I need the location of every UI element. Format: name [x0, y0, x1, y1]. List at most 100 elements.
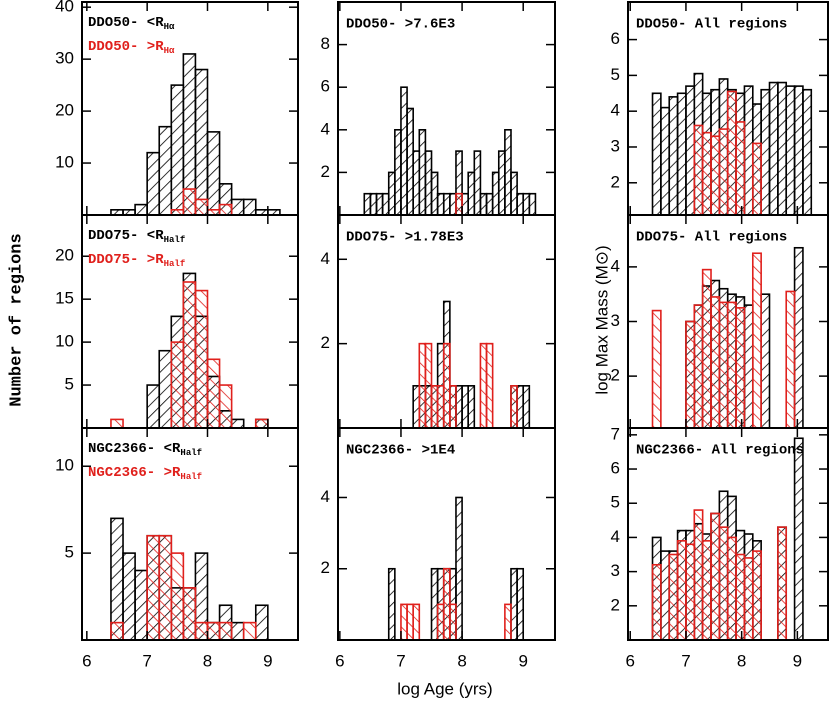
- histogram-bar: [424, 342, 433, 429]
- histogram-bar: [777, 81, 788, 216]
- y-tick-label: 3: [611, 311, 620, 330]
- series-name: DDO50- <R: [88, 15, 164, 31]
- panel-frame: [627, 427, 829, 641]
- y-tick-label: 2: [611, 366, 620, 385]
- y-tick-label: 10: [55, 456, 74, 475]
- histogram-bar: [651, 563, 662, 641]
- histogram-bar: [726, 301, 737, 429]
- y-tick-label: 5: [65, 375, 74, 394]
- histogram-bar: [412, 385, 421, 429]
- histogram-bar: [726, 90, 737, 216]
- histogram-bar: [182, 587, 197, 641]
- y-tick-label: 3: [611, 136, 620, 155]
- y-tick-label: 5: [611, 65, 620, 84]
- histogram-bar: [254, 418, 269, 429]
- y-tick-label: 4: [321, 119, 330, 138]
- histogram-bar: [206, 621, 221, 641]
- y-tick-label: 2: [611, 595, 620, 614]
- histogram-bar: [743, 85, 754, 216]
- histogram-bar: [760, 293, 771, 429]
- panel-title: NGC2366- All regions: [636, 443, 804, 459]
- series-label: DDO50- <RHα: [88, 15, 175, 33]
- series-name: DDO50- >R: [88, 39, 164, 55]
- histogram-bar: [516, 567, 525, 641]
- series-name-sub: Half: [164, 259, 186, 269]
- histogram-bar: [381, 192, 390, 216]
- series-name-sub: Hα: [164, 46, 175, 56]
- histogram-bar: [735, 553, 746, 641]
- histogram-bar: [170, 84, 185, 216]
- histogram-bar: [522, 385, 531, 429]
- histogram-bar: [430, 385, 439, 429]
- panel-title: DDO50- All regions: [636, 17, 787, 33]
- histogram-bar: [110, 517, 124, 641]
- histogram-bar: [485, 192, 494, 216]
- histogram-bar: [455, 496, 463, 641]
- histogram-bar: [510, 171, 518, 216]
- histogram-bar: [676, 540, 687, 641]
- panel-frame: [81, 427, 299, 641]
- histogram-bar: [206, 131, 221, 216]
- histogram-bar: [218, 621, 233, 641]
- series-name: NGC2366- >R: [88, 465, 181, 481]
- histogram-bar: [668, 553, 679, 641]
- histogram-bar: [718, 301, 729, 429]
- histogram-bar: [146, 384, 161, 429]
- histogram-bar: [693, 509, 704, 641]
- histogram-bar: [497, 150, 506, 216]
- histogram-bar: [449, 192, 457, 216]
- histogram-bar: [718, 526, 729, 641]
- histogram-bar: [182, 188, 197, 216]
- histogram-bar: [504, 603, 512, 641]
- histogram-bar: [375, 192, 384, 216]
- histogram-bar: [710, 296, 721, 429]
- y-tick-label: 5: [611, 493, 620, 512]
- y-tick-label: 2: [321, 558, 330, 577]
- histogram-bar: [182, 281, 197, 429]
- y-tick-label: 4: [611, 256, 620, 275]
- series-name-sub: Half: [180, 448, 202, 458]
- histogram-bar: [651, 92, 662, 216]
- histogram-bar: [400, 86, 408, 216]
- histogram-bar: [170, 341, 185, 429]
- histogram-bar: [751, 142, 762, 216]
- histogram-bar: [218, 203, 233, 216]
- x-tick-label: 6: [82, 651, 91, 670]
- series-name-sub: Hα: [164, 22, 175, 32]
- y-tick-label: 7: [611, 424, 620, 443]
- histogram-bar: [467, 385, 476, 429]
- histogram-bar: [430, 567, 439, 641]
- series-name: DDO75- >R: [88, 252, 164, 268]
- histogram-bar: [134, 203, 148, 216]
- series-label: NGC2366- <RHalf: [88, 441, 202, 459]
- histogram-bar: [718, 128, 729, 216]
- histogram-bar: [685, 85, 696, 216]
- panel-title: DDO75- All regions: [636, 230, 787, 246]
- histogram-bar: [710, 512, 721, 641]
- x-tick-label: 8: [203, 651, 212, 670]
- histogram-bar: [676, 92, 687, 216]
- histogram-bar: [701, 131, 712, 216]
- y-tick-label: 6: [611, 29, 620, 48]
- histogram-bar: [436, 603, 445, 641]
- histogram-bar: [122, 552, 136, 641]
- x-tick-label: 8: [457, 651, 466, 670]
- histogram-bar: [473, 150, 482, 216]
- histogram-bar: [412, 603, 421, 641]
- y-tick-label: 10: [55, 332, 74, 351]
- histogram-bar: [793, 437, 804, 641]
- series-name: DDO75- <R: [88, 228, 164, 244]
- histogram-bar: [406, 603, 414, 641]
- x-tick-label: 6: [335, 651, 344, 670]
- panel-frame: [337, 427, 556, 641]
- histogram-bar: [158, 534, 173, 641]
- y-axis-label: log Max Mass (M⊙): [592, 245, 611, 394]
- y-tick-label: 6: [611, 459, 620, 478]
- histogram-bar: [510, 567, 518, 641]
- histogram-bar: [412, 150, 421, 216]
- x-tick-label: 7: [396, 651, 405, 670]
- histogram-bar: [110, 621, 124, 641]
- histogram-bar: [146, 151, 161, 216]
- y-tick-label: 4: [611, 527, 620, 546]
